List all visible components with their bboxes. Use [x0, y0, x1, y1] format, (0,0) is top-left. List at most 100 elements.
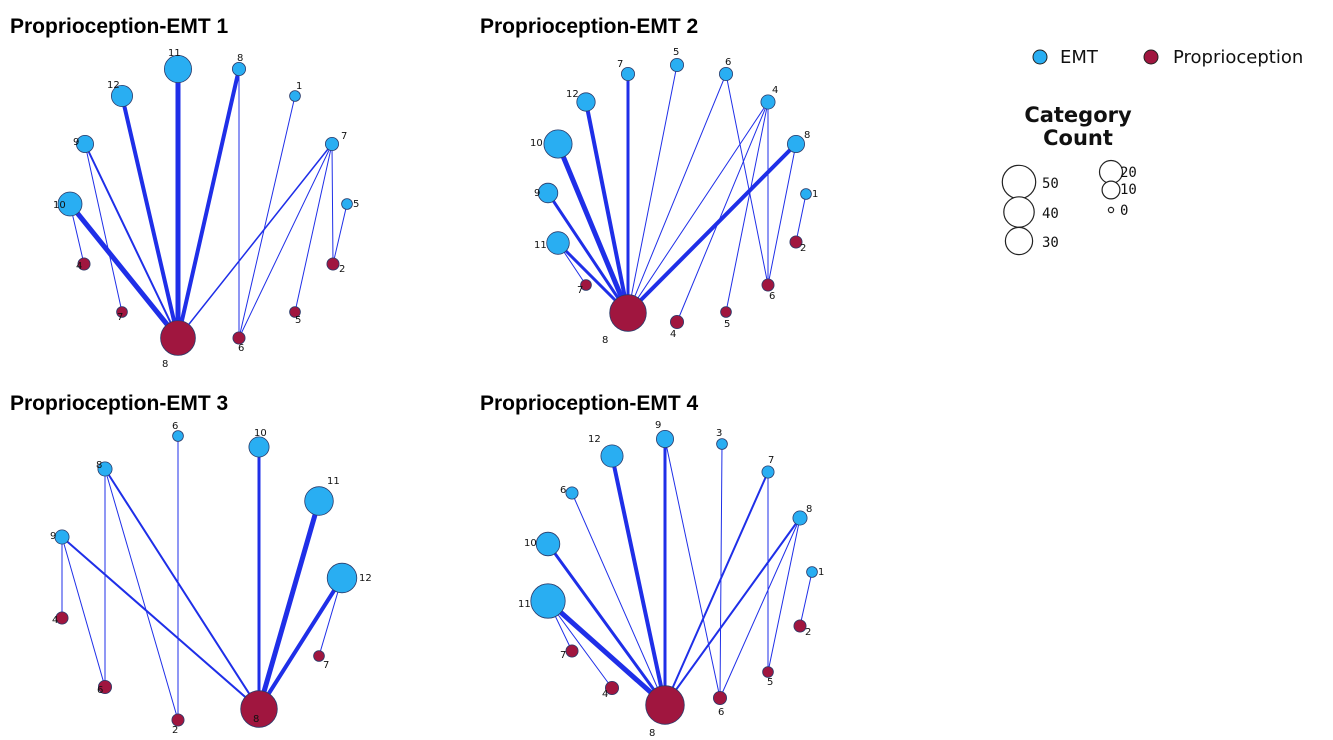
count-size-key-label: 50 [1042, 176, 1059, 192]
emt-node-11 [530, 583, 566, 619]
proprioception-node-6 [713, 691, 728, 706]
count-legend-subtitle: Count [1043, 126, 1113, 150]
edge-emt-8-to-proprioception-8 [176, 67, 241, 340]
edge-emt-11-to-proprioception-8 [256, 498, 322, 712]
emt-node-12 [326, 562, 358, 594]
proprioception-node-label: 8 [253, 714, 259, 725]
edge-emt-8-to-proprioception-6 [719, 517, 801, 699]
emt-legend-swatch [1032, 49, 1048, 65]
emt-node-9 [54, 529, 70, 545]
emt-node-label: 7 [768, 455, 774, 466]
panel-title: Proprioception-EMT 1 [10, 15, 228, 38]
proprioception-node-label: 4 [670, 329, 676, 340]
network-panel-1: Proprioception-EMT 1 1 5 7 8 9 10 11 12 2 4 5 6 7 8 [10, 15, 359, 370]
edge-emt-8-to-proprioception-6 [767, 143, 797, 286]
edge-group [546, 64, 807, 323]
edge-emt-6-to-proprioception-8 [571, 492, 666, 706]
proprioception-node-7 [116, 306, 128, 318]
proprioception-node-label: 7 [117, 312, 123, 323]
emt-node-11 [163, 55, 192, 84]
emt-node-label: 8 [237, 53, 243, 64]
emt-node-label: 11 [518, 599, 531, 610]
edge-emt-7-to-proprioception-8 [664, 471, 769, 706]
edge-emt-4-to-proprioception-5 [725, 101, 769, 313]
emt-node-1 [806, 566, 818, 578]
emt-node-7 [621, 67, 636, 82]
emt-node-label: 10 [524, 538, 537, 549]
emt-node-label: 11 [534, 240, 547, 251]
emt-node-label: 12 [359, 573, 372, 584]
emt-node-label: 9 [534, 188, 540, 199]
count-size-key-label: 40 [1042, 206, 1059, 222]
proprioception-node-5 [289, 306, 301, 318]
edge-emt-4-to-proprioception-4 [676, 101, 769, 323]
edge-emt-10-to-proprioception-8 [67, 201, 181, 341]
edge-group [67, 66, 348, 341]
edge-emt-12-to-proprioception-8 [610, 454, 667, 707]
emt-legend-label: EMT [1060, 47, 1099, 68]
edge-emt-9-to-proprioception-8 [84, 143, 179, 339]
edge-emt-9-to-proprioception-8 [546, 191, 630, 315]
proprioception-node-label: 5 [767, 677, 773, 688]
edge-emt-1-to-proprioception-2 [799, 571, 813, 627]
edge-emt-8-to-proprioception-5 [767, 517, 801, 673]
edge-emt-12-to-proprioception-8 [257, 576, 344, 711]
emt-node-10 [248, 436, 270, 458]
edge-emt-7-to-proprioception-8 [177, 143, 333, 339]
edge-emt-7-to-proprioception-5 [294, 143, 333, 313]
proprioception-node-label: 2 [339, 264, 345, 275]
edge-emt-5-to-proprioception-2 [332, 203, 348, 265]
emt-node-1 [289, 90, 301, 102]
emt-node-10 [543, 129, 573, 159]
emt-node-7 [761, 465, 775, 479]
emt-node-12 [600, 444, 624, 468]
proprioception-node-label: 7 [560, 650, 566, 661]
count-size-key-label: 10 [1120, 182, 1137, 198]
emt-node-5 [341, 198, 353, 210]
emt-node-label: 1 [812, 189, 818, 200]
count-size-key-label: 30 [1042, 235, 1059, 251]
network-panel-4: Proprioception-EMT 4 1 3 6 7 8 9 10 11 12 2 4 5 6 7 8 [480, 392, 824, 739]
proprioception-node-4 [670, 314, 685, 329]
proprioception-node-2 [789, 235, 803, 249]
edge-emt-12-to-proprioception-8 [584, 100, 630, 315]
proprioception-node-label: 8 [602, 335, 608, 346]
edge-emt-9-to-proprioception-8 [61, 536, 260, 710]
proprioception-node-label: 8 [162, 359, 168, 370]
network-panel-2: Proprioception-EMT 2 1 4 5 6 7 8 9 10 11 12 2 4 5 6 7 8 [480, 15, 818, 346]
edge-emt-9-to-proprioception-6 [664, 438, 721, 699]
emt-node-label: 10 [254, 428, 267, 439]
emt-node-8 [231, 62, 246, 77]
emt-node-label: 6 [725, 57, 731, 68]
edge-emt-6-to-proprioception-8 [627, 73, 727, 314]
emt-node-label: 9 [50, 531, 56, 542]
proprioception-node-label: 6 [769, 291, 775, 302]
emt-node-6 [172, 430, 184, 442]
proprioception-node-label: 8 [649, 728, 655, 739]
emt-node-label: 6 [560, 485, 566, 496]
emt-node-12 [111, 85, 134, 108]
proprioception-node-4 [605, 681, 620, 696]
emt-node-label: 9 [655, 420, 661, 431]
emt-node-label: 5 [353, 199, 359, 210]
emt-node-label: 12 [107, 80, 120, 91]
proprioception-node-6 [761, 278, 775, 292]
emt-node-label: 1 [296, 81, 302, 92]
emt-node-7 [324, 136, 339, 151]
edge-emt-7-to-proprioception-2 [331, 143, 334, 265]
edge-emt-10-to-proprioception-8 [555, 141, 631, 316]
proprioception-node-label: 7 [577, 285, 583, 296]
proprioception-legend-swatch [1143, 49, 1159, 65]
proprioception-node-label: 5 [724, 319, 730, 330]
emt-node-9 [76, 134, 95, 153]
emt-node-label: 12 [566, 89, 579, 100]
proprioception-node-2 [326, 257, 340, 271]
proprioception-node-8 [609, 294, 647, 332]
emt-node-6 [719, 67, 734, 82]
proprioception-node-2 [793, 619, 807, 633]
count-size-key-circle [1107, 206, 1115, 214]
proprioception-node-label: 2 [172, 725, 178, 736]
emt-node-label: 4 [772, 85, 778, 96]
network-panel-3: Proprioception-EMT 3 6 8 9 10 11 12 2 4 6 7 8 [10, 392, 372, 736]
emt-node-label: 6 [172, 421, 178, 432]
